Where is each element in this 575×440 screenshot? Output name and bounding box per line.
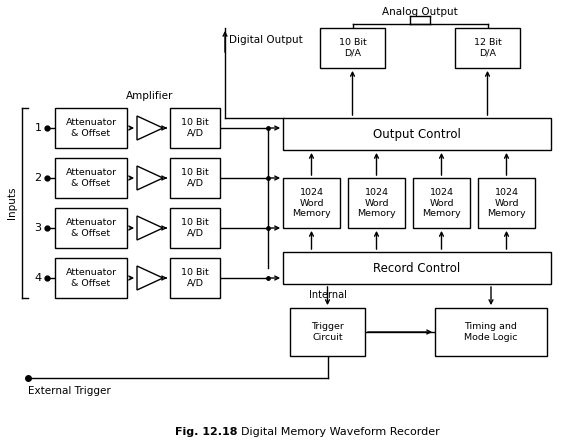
- Text: Attenuator
& Offset: Attenuator & Offset: [66, 268, 117, 288]
- Text: 10 Bit
A/D: 10 Bit A/D: [181, 118, 209, 138]
- Text: 1024
Word
Memory: 1024 Word Memory: [487, 188, 526, 218]
- Text: Digital Memory Waveform Recorder: Digital Memory Waveform Recorder: [227, 427, 440, 437]
- Bar: [478, 178, 535, 228]
- Bar: [170, 258, 220, 298]
- Text: 1024
Word
Memory: 1024 Word Memory: [357, 188, 396, 218]
- Text: Digital Output: Digital Output: [229, 35, 303, 45]
- Text: Attenuator
& Offset: Attenuator & Offset: [66, 218, 117, 238]
- Bar: [55, 208, 127, 248]
- Bar: [170, 208, 220, 248]
- Polygon shape: [137, 166, 163, 190]
- Text: 1024
Word
Memory: 1024 Word Memory: [422, 188, 461, 218]
- Text: Record Control: Record Control: [373, 261, 461, 275]
- Text: 1024
Word
Memory: 1024 Word Memory: [292, 188, 331, 218]
- Text: Attenuator
& Offset: Attenuator & Offset: [66, 118, 117, 138]
- Text: Inputs: Inputs: [7, 187, 17, 219]
- Text: 1: 1: [34, 123, 41, 133]
- Bar: [170, 158, 220, 198]
- Bar: [55, 108, 127, 148]
- Bar: [55, 158, 127, 198]
- Polygon shape: [137, 266, 163, 290]
- Text: Amplifier: Amplifier: [126, 91, 174, 101]
- Text: External Trigger: External Trigger: [28, 386, 111, 396]
- Text: Analog Output: Analog Output: [382, 7, 458, 17]
- Bar: [283, 252, 551, 284]
- Text: 10 Bit
A/D: 10 Bit A/D: [181, 218, 209, 238]
- Text: Trigger
Circuit: Trigger Circuit: [311, 322, 344, 342]
- Bar: [283, 178, 340, 228]
- Text: Attenuator
& Offset: Attenuator & Offset: [66, 169, 117, 188]
- Text: 2: 2: [34, 173, 41, 183]
- Text: 12 Bit
D/A: 12 Bit D/A: [474, 38, 501, 58]
- Bar: [55, 258, 127, 298]
- Text: 10 Bit
D/A: 10 Bit D/A: [339, 38, 366, 58]
- Bar: [290, 308, 365, 356]
- Text: 3: 3: [34, 223, 41, 233]
- Bar: [283, 118, 551, 150]
- Text: 10 Bit
A/D: 10 Bit A/D: [181, 169, 209, 188]
- Bar: [170, 108, 220, 148]
- Text: 4: 4: [34, 273, 41, 283]
- Polygon shape: [137, 116, 163, 140]
- Bar: [455, 28, 520, 68]
- Text: Output Control: Output Control: [373, 128, 461, 140]
- Bar: [320, 28, 385, 68]
- Text: Fig. 12.18: Fig. 12.18: [175, 427, 237, 437]
- Text: 10 Bit
A/D: 10 Bit A/D: [181, 268, 209, 288]
- Polygon shape: [137, 216, 163, 240]
- Bar: [435, 308, 547, 356]
- Bar: [413, 178, 470, 228]
- Text: Internal: Internal: [309, 290, 346, 300]
- Text: Timing and
Mode Logic: Timing and Mode Logic: [464, 322, 518, 342]
- Bar: [348, 178, 405, 228]
